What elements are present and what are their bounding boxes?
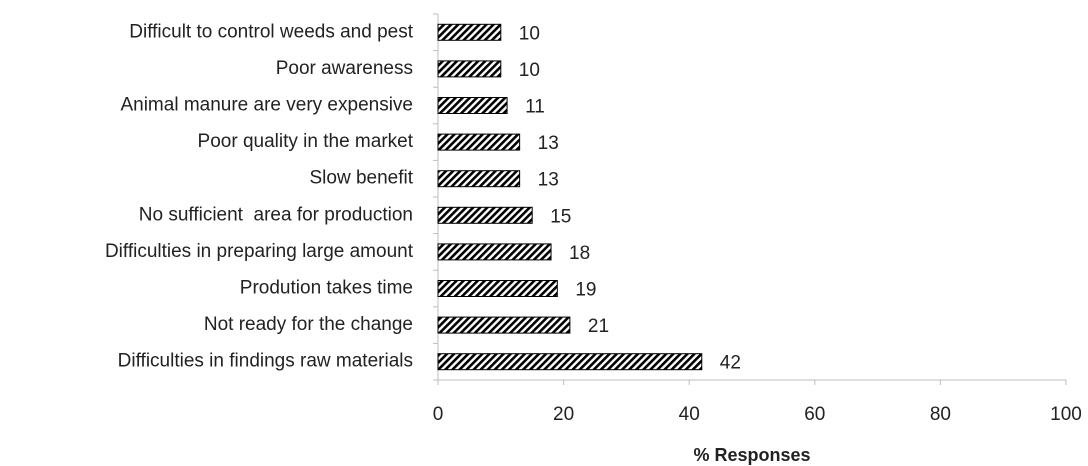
x-axis-title: % Responses: [693, 445, 810, 465]
bar: [437, 23, 502, 41]
x-tick-label: 20: [553, 404, 574, 425]
y-tick-label: Slow benefit: [309, 168, 413, 189]
bar: [437, 243, 552, 261]
y-tick-label: Prodution takes time: [240, 278, 413, 299]
data-label: 19: [575, 280, 596, 301]
y-tick-label: Difficult to control weeds and pest: [129, 21, 413, 42]
bar: [437, 97, 508, 114]
data-label: 13: [538, 133, 559, 154]
y-tick-label: Animal manure are very expensive: [120, 95, 413, 116]
bar: [437, 316, 571, 334]
bar: [437, 280, 558, 297]
data-label: 18: [569, 243, 590, 264]
y-tick-label: Not ready for the change: [204, 314, 413, 335]
y-tick-label: No sufficient area for production: [139, 204, 413, 225]
y-tick-label: Difficulties in findings raw materials: [118, 351, 413, 372]
y-tick-label: Poor awareness: [276, 58, 413, 79]
data-label: 42: [720, 353, 741, 374]
bar: [437, 133, 521, 151]
data-label: 21: [588, 316, 609, 337]
bar: [437, 206, 533, 224]
x-tick-label: 60: [804, 404, 825, 425]
y-tick-label: Difficulties in preparing large amount: [105, 241, 414, 262]
bar: [437, 353, 703, 371]
data-label: 13: [538, 170, 559, 191]
data-label: 10: [519, 60, 540, 81]
bar: [437, 170, 521, 188]
x-tick-label: 0: [433, 404, 444, 425]
data-label: 15: [550, 206, 571, 227]
data-label: 10: [519, 23, 540, 44]
y-tick-label: Poor quality in the market: [198, 131, 414, 152]
data-label: 11: [525, 97, 545, 118]
x-tick-label: 100: [1050, 404, 1082, 425]
x-tick-label: 40: [679, 404, 700, 425]
bar: [437, 60, 502, 78]
x-tick-label: 80: [930, 404, 951, 425]
